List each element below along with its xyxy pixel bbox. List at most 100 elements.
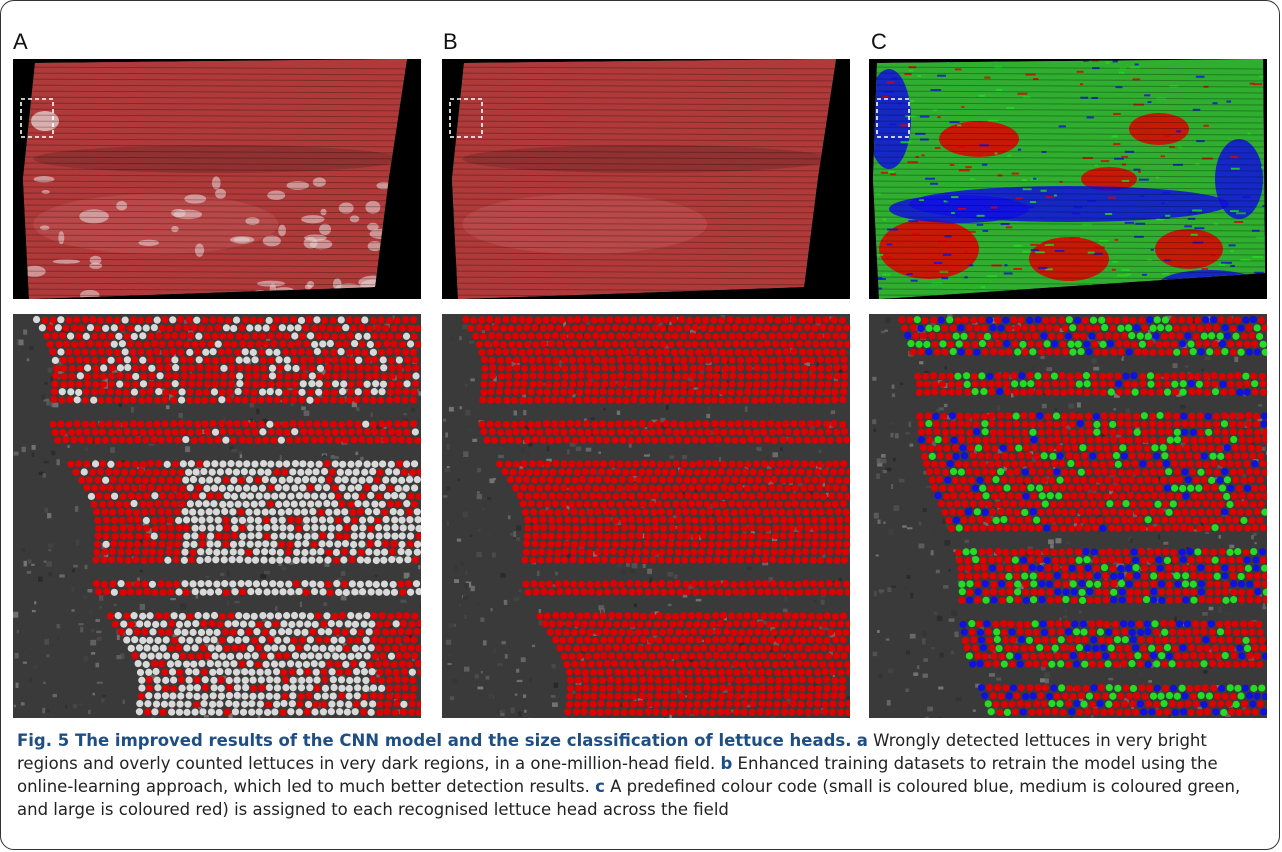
lettuce-head — [512, 460, 521, 468]
lettuce-head — [193, 684, 201, 692]
lettuce-head — [955, 556, 964, 564]
lettuce-head — [1101, 420, 1109, 428]
lettuce-head — [389, 628, 397, 636]
lettuce-head — [1007, 620, 1015, 628]
lettuce-head — [976, 660, 984, 668]
lettuce-head — [297, 692, 305, 700]
lettuce-head — [123, 636, 131, 644]
lettuce-head — [369, 467, 377, 476]
lettuce-head — [488, 356, 496, 364]
lettuce-head — [576, 356, 585, 364]
lettuce-head — [592, 380, 600, 388]
lettuce-head — [803, 436, 811, 444]
lettuce-head — [839, 348, 847, 356]
lettuce-head — [1207, 620, 1215, 628]
lettuce-head — [738, 628, 746, 637]
lettuce-head — [401, 676, 409, 684]
lettuce-head — [1010, 316, 1018, 324]
lettuce-head — [798, 684, 806, 693]
lettuce-head — [1123, 380, 1131, 388]
lettuce-head — [554, 628, 562, 636]
lettuce-head — [402, 460, 411, 468]
lettuce-head — [759, 484, 768, 492]
lettuce-head — [772, 340, 780, 348]
lettuce-head — [1061, 427, 1069, 436]
lettuce-head — [1205, 508, 1213, 516]
lettuce-head — [243, 379, 251, 388]
lettuce-head — [297, 420, 305, 428]
lettuce-head — [547, 340, 555, 348]
lettuce-head — [480, 355, 489, 364]
field-overview-b-image — [449, 59, 836, 299]
lettuce-head — [702, 700, 710, 709]
lettuce-head — [266, 636, 274, 644]
lettuce-head — [1223, 332, 1232, 340]
lettuce-head — [536, 460, 544, 468]
lettuce-head — [1002, 548, 1010, 556]
lettuce-head — [283, 612, 291, 620]
lettuce-head — [1014, 436, 1022, 444]
lettuce-head — [584, 460, 592, 468]
lettuce-head — [1253, 468, 1261, 476]
lettuce-head — [1036, 411, 1044, 420]
lettuce-head — [169, 316, 177, 324]
lettuce-head — [915, 388, 923, 397]
lettuce-head — [622, 347, 630, 356]
lettuce-head — [265, 396, 273, 404]
lettuce-head — [545, 364, 553, 372]
lettuce-head — [1029, 507, 1037, 516]
lettuce-head — [955, 484, 963, 492]
lettuce-head — [801, 556, 809, 564]
lettuce-head — [560, 484, 568, 492]
lettuce-head — [1178, 316, 1186, 324]
lettuce-head — [769, 428, 777, 436]
lettuce-head — [321, 396, 329, 404]
lettuce-head — [577, 372, 585, 380]
lettuce-head — [346, 676, 354, 685]
lettuce-head — [209, 396, 217, 404]
lettuce-head — [1158, 652, 1166, 660]
lettuce-head — [355, 460, 363, 468]
lettuce-head — [809, 364, 817, 373]
lettuce-head — [137, 348, 145, 356]
lettuce-head — [198, 659, 206, 668]
lettuce-head — [1175, 620, 1184, 628]
lettuce-head — [964, 420, 972, 428]
lettuce-head — [207, 644, 215, 652]
lettuce-head — [1013, 467, 1021, 476]
lettuce-head — [462, 315, 470, 324]
lettuce-head — [347, 428, 355, 436]
lettuce-head — [741, 699, 749, 708]
lettuce-head — [120, 620, 128, 628]
lettuce-head — [974, 580, 982, 588]
lettuce-head — [255, 340, 263, 348]
lettuce-head — [60, 380, 68, 389]
lettuce-head — [210, 484, 219, 492]
lettuce-head — [161, 420, 169, 428]
lettuce-head — [616, 356, 624, 364]
lettuce-head — [1166, 436, 1174, 444]
lettuce-head — [304, 468, 313, 476]
lettuce-head — [1191, 492, 1199, 500]
lettuce-head — [1050, 500, 1058, 508]
lettuce-head — [1262, 492, 1267, 500]
lettuce-head — [1045, 468, 1054, 476]
lettuce-head — [739, 540, 747, 548]
lettuce-head — [368, 620, 376, 628]
lettuce-head — [629, 700, 638, 708]
lettuce-head — [215, 708, 223, 717]
lettuce-head — [647, 636, 656, 644]
lettuce-head — [166, 324, 174, 333]
lettuce-head — [1133, 588, 1142, 596]
lettuce-head — [695, 500, 703, 508]
lettuce-head — [154, 500, 162, 508]
lettuce-head — [275, 428, 283, 436]
lettuce-head — [685, 668, 693, 677]
lettuce-head — [690, 476, 699, 484]
lettuce-head — [1196, 644, 1204, 653]
lettuce-head — [382, 515, 390, 524]
lettuce-head — [1229, 324, 1237, 333]
lettuce-head — [1041, 659, 1049, 668]
lettuce-head — [227, 427, 235, 436]
lettuce-head — [388, 547, 397, 556]
